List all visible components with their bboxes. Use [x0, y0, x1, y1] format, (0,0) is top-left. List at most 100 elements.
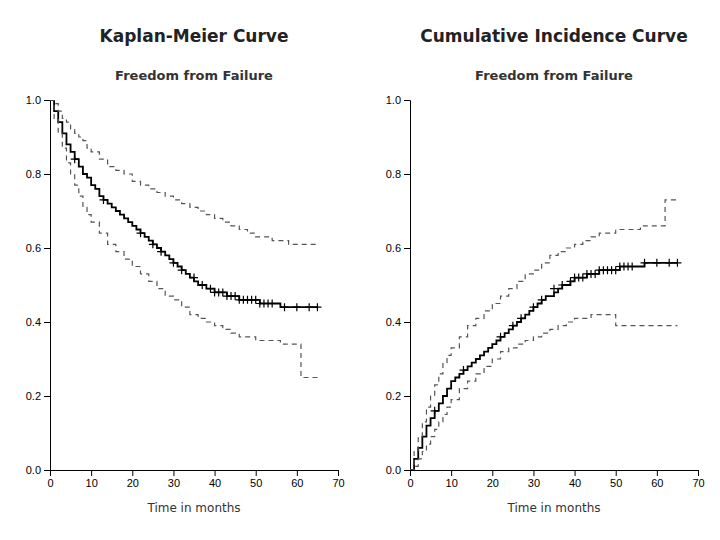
tick-label: 0.2	[26, 390, 41, 402]
censor-marker	[431, 407, 439, 415]
marks	[50, 100, 321, 378]
y-axis: 0.0 0.2 0.4 0.6 0.8 1.0	[26, 94, 51, 476]
plot-area: 0102030405060700.00.20.40.60.81.0Time in…	[26, 94, 345, 515]
censor-marker	[219, 288, 227, 296]
tick-label: 0.4	[26, 316, 41, 328]
censor-marker	[538, 296, 546, 304]
tick-label: 10	[86, 477, 98, 489]
tick-label: 0.6	[26, 242, 41, 254]
tick-label: 40	[569, 477, 581, 489]
censor-marker	[157, 248, 165, 256]
y-tick: 0.2	[386, 390, 410, 402]
y-tick: 0.0	[26, 464, 50, 476]
censor-marker	[550, 285, 558, 293]
censor-marker	[268, 300, 276, 308]
tick-label: 20	[487, 477, 499, 489]
confidence-band	[410, 315, 677, 470]
tick-mark	[91, 470, 92, 476]
y-tick: 0.0	[386, 464, 410, 476]
tick-mark	[404, 248, 410, 249]
y-axis: 0.00.20.40.60.81.0	[386, 94, 411, 476]
tick-label: 0	[407, 477, 413, 489]
y-tick: 1.0	[26, 94, 50, 106]
tick-label: 60	[291, 477, 303, 489]
panel: Kaplan-Meier CurveFreedom from Failure01…	[26, 26, 345, 515]
confidence-band	[50, 100, 317, 378]
x-tick: 30	[528, 470, 540, 489]
censor-marker	[252, 296, 260, 304]
tick-label: 0.6	[386, 242, 401, 254]
censor-marker	[509, 322, 517, 330]
x-tick: 20	[127, 470, 139, 489]
censor-marker	[190, 274, 198, 282]
step-line	[410, 263, 677, 470]
censor-marker	[591, 270, 599, 278]
chart-svg: Kaplan-Meier CurveFreedom from Failure01…	[0, 0, 720, 540]
tick-label: 1.0	[386, 94, 401, 106]
y-tick: 0.8	[26, 168, 50, 180]
tick-mark	[44, 396, 50, 397]
tick-mark	[338, 470, 339, 476]
axis-line	[44, 101, 51, 471]
censor-marker	[673, 259, 681, 267]
tick-mark	[492, 470, 493, 476]
censor-marker	[305, 303, 313, 311]
tick-label: 50	[610, 477, 622, 489]
tick-label: 70	[332, 477, 344, 489]
censor-marker	[178, 266, 186, 274]
axis-line	[51, 471, 339, 477]
confidence-band	[50, 100, 317, 244]
x-tick: 0	[407, 470, 413, 489]
tick-label: 30	[168, 477, 180, 489]
censor-marker	[313, 303, 321, 311]
panel: Cumulative Incidence CurveFreedom from F…	[386, 26, 705, 515]
chart-title: Cumulative Incidence Curve	[420, 26, 687, 46]
tick-mark	[44, 322, 50, 323]
censor-marker	[281, 303, 289, 311]
censor-marker	[293, 303, 301, 311]
x-tick: 10	[446, 470, 458, 489]
subplot-title: Freedom from Failure	[115, 68, 273, 83]
censor-marker	[628, 263, 636, 271]
tick-label: 20	[127, 477, 139, 489]
tick-label: 70	[692, 477, 704, 489]
censor-marker	[198, 281, 206, 289]
x-tick: 70	[692, 470, 704, 489]
tick-label: 0.8	[386, 168, 401, 180]
step-line	[50, 100, 317, 307]
tick-label: 0.0	[26, 464, 41, 476]
x-tick: 40	[569, 470, 581, 489]
tick-mark	[575, 470, 576, 476]
tick-label: 30	[528, 477, 540, 489]
tick-mark	[404, 470, 410, 471]
x-axis: 010203040506070	[407, 470, 704, 489]
y-tick: 0.2	[26, 390, 50, 402]
y-tick: 0.6	[26, 242, 50, 254]
x-tick: 30	[168, 470, 180, 489]
tick-label: 0	[47, 477, 53, 489]
x-tick: 10	[86, 470, 98, 489]
tick-mark	[698, 470, 699, 476]
censor-marker	[71, 155, 79, 163]
censor-marker	[653, 259, 661, 267]
tick-mark	[132, 470, 133, 476]
y-tick: 1.0	[386, 94, 410, 106]
censor-marker	[558, 281, 566, 289]
tick-label: 0.0	[386, 464, 401, 476]
tick-label: 50	[250, 477, 262, 489]
censor-marker	[99, 196, 107, 204]
x-tick: 0	[47, 470, 53, 489]
y-tick: 0.6	[386, 242, 410, 254]
censor-marker	[149, 240, 157, 248]
tick-mark	[256, 470, 257, 476]
marks	[410, 200, 681, 470]
censor-marker	[231, 292, 239, 300]
axis-line	[404, 101, 411, 471]
confidence-band	[410, 200, 677, 470]
tick-label: 10	[446, 477, 458, 489]
tick-mark	[215, 470, 216, 476]
tick-mark	[616, 470, 617, 476]
x-tick: 70	[332, 470, 344, 489]
x-axis-title: Time in months	[506, 501, 600, 515]
tick-mark	[44, 248, 50, 249]
